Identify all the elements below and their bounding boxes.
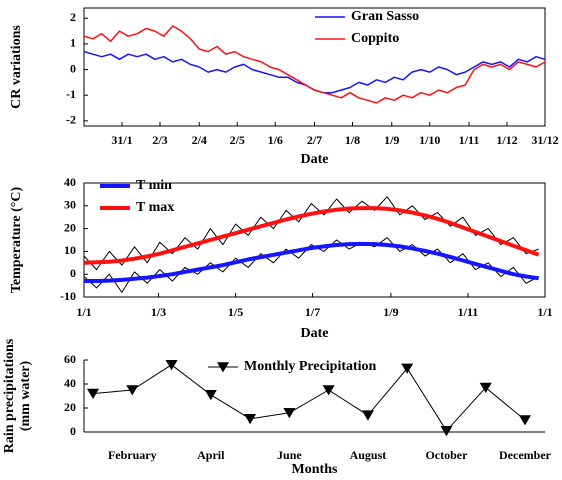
data-marker bbox=[440, 426, 453, 437]
x-axis-label: Date bbox=[301, 326, 329, 341]
y-axis-label: Rain precipitations bbox=[2, 338, 17, 453]
data-marker bbox=[204, 390, 217, 401]
y-tick-label: 40 bbox=[64, 175, 76, 189]
x-tick-label: December bbox=[499, 448, 552, 462]
x-tick-label: 2/5 bbox=[230, 133, 245, 147]
x-tick-label: June bbox=[277, 448, 302, 462]
data-marker bbox=[165, 360, 178, 371]
data-marker bbox=[401, 363, 414, 374]
x-tick-label: 1/9 bbox=[384, 133, 399, 147]
x-axis-label: Date bbox=[301, 152, 329, 167]
y-tick-label: 60 bbox=[64, 352, 76, 366]
y-axis-label: Temperature (°C) bbox=[9, 187, 24, 294]
y-tick-label: 0 bbox=[70, 266, 76, 280]
plot-frame bbox=[83, 182, 546, 298]
data-line bbox=[83, 50, 546, 94]
data-marker bbox=[283, 408, 296, 419]
x-tick-label: 31/1 bbox=[111, 133, 132, 147]
x-tick-label: 1/8 bbox=[345, 133, 360, 147]
legend-label: T min bbox=[136, 178, 172, 193]
data-marker bbox=[322, 385, 335, 396]
x-tick-label: 1/7 bbox=[305, 305, 320, 319]
data-marker bbox=[244, 414, 257, 425]
x-tick-label: 1/10 bbox=[419, 133, 440, 147]
data-line bbox=[83, 196, 539, 271]
x-tick-label: October bbox=[425, 448, 468, 462]
y-tick-label: -2 bbox=[66, 113, 76, 127]
x-tick-label: 31/12 bbox=[531, 133, 558, 147]
x-tick-label: 2/4 bbox=[192, 133, 207, 147]
x-tick-label: April bbox=[197, 448, 225, 462]
x-tick-label: 1/1 bbox=[537, 305, 552, 319]
data-line bbox=[83, 237, 539, 293]
y-tick-label: 10 bbox=[64, 243, 76, 257]
x-tick-label: August bbox=[350, 448, 387, 462]
y-tick-label: 20 bbox=[64, 400, 76, 414]
legend-marker bbox=[217, 362, 229, 373]
data-line bbox=[83, 25, 546, 104]
y-tick-label: 40 bbox=[64, 376, 76, 390]
x-tick-label: 1/12 bbox=[496, 133, 517, 147]
y-tick-label: 0 bbox=[70, 424, 76, 438]
data-line bbox=[92, 364, 526, 432]
x-tick-label: 1/6 bbox=[268, 133, 283, 147]
y-axis-label: (mm water) bbox=[18, 360, 33, 431]
legend-label: T max bbox=[136, 200, 174, 215]
data-line bbox=[83, 206, 540, 265]
x-tick-label: 1/3 bbox=[151, 305, 166, 319]
x-tick-label: 1/11 bbox=[459, 133, 480, 147]
data-line bbox=[84, 241, 539, 283]
plot-frame bbox=[83, 7, 546, 127]
x-tick-label: 2/7 bbox=[307, 133, 322, 147]
data-marker bbox=[479, 382, 492, 393]
x-tick-label: 1/5 bbox=[228, 305, 243, 319]
legend-label: Gran Sasso bbox=[351, 9, 419, 24]
x-axis-label: Months bbox=[292, 462, 338, 477]
data-marker bbox=[519, 415, 531, 426]
y-tick-label: 2 bbox=[70, 10, 76, 24]
x-tick-label: 1/1 bbox=[76, 305, 91, 319]
y-axis-label: CR variations bbox=[9, 25, 24, 109]
x-tick-label: 1/9 bbox=[383, 305, 398, 319]
y-tick-label: 20 bbox=[64, 220, 76, 234]
y-tick-label: -10 bbox=[60, 289, 76, 303]
data-marker bbox=[126, 385, 139, 396]
data-marker bbox=[87, 388, 99, 399]
x-tick-label: 1/11 bbox=[458, 305, 479, 319]
legend-label: Coppito bbox=[351, 31, 399, 46]
data-marker bbox=[361, 410, 374, 421]
y-tick-label: 1 bbox=[70, 36, 76, 50]
legend-label: Monthly Precipitation bbox=[244, 359, 377, 374]
x-tick-label: February bbox=[108, 448, 157, 462]
x-tick-label: 2/3 bbox=[152, 133, 167, 147]
y-tick-label: 30 bbox=[64, 198, 76, 212]
y-tick-label: 0 bbox=[70, 61, 76, 75]
y-tick-label: -1 bbox=[66, 87, 76, 101]
